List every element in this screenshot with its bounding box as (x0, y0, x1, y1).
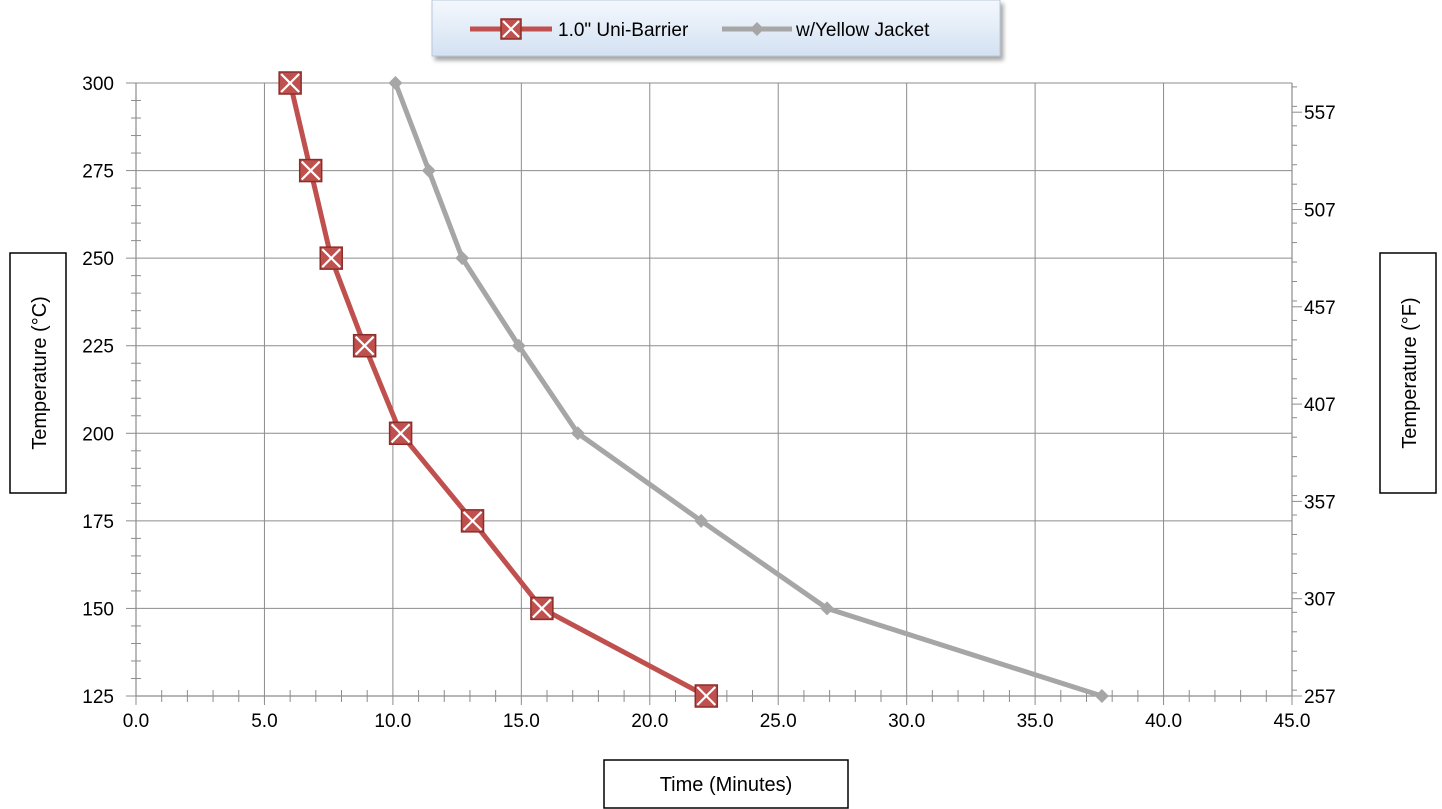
data-point-uni-barrier-x2 (390, 423, 411, 444)
data-point-yellow-jacket (694, 513, 709, 528)
y-right-tick-label: 257 (1304, 687, 1336, 708)
legend-label-uni-barrier: 1.0" Uni-Barrier (558, 20, 689, 41)
series-line-0 (287, 80, 709, 699)
x-tick-label: 10.0 (374, 711, 411, 732)
x-axis-title-text: Time (Minutes) (660, 774, 793, 796)
y-right-tick-label: 507 (1304, 200, 1336, 221)
x-tick-label: 20.0 (631, 711, 668, 732)
legend-swatch-uni-barrier (470, 18, 552, 40)
y-tick-label: 150 (82, 599, 114, 620)
x-tick-label: 5.0 (251, 711, 277, 732)
data-point-yellow-jacket (1094, 689, 1109, 703)
data-point-uni-barrier (298, 158, 323, 183)
y-axis-title-left-box (9, 252, 67, 494)
legend-swatch-yellow-jacket (722, 22, 792, 36)
y-right-tick-label: 557 (1304, 103, 1336, 124)
data-point-uni-barrier (278, 71, 302, 95)
data-point-uni-barrier (530, 596, 554, 621)
legend-marker-yellow-jacket (750, 22, 764, 36)
data-point-uni-barrier (460, 509, 485, 533)
legend-marker-uni-barrier-x2 (502, 20, 520, 38)
data-point-uni-barrier (352, 333, 377, 358)
data-point-uni-barrier-x2 (532, 598, 552, 619)
x-tick-label: 30.0 (888, 711, 925, 732)
x-tick-label: 25.0 (760, 711, 797, 732)
y-tick-label: 300 (82, 74, 114, 95)
data-point-uni-barrier (388, 421, 413, 446)
data-point-uni-barrier-x2 (280, 73, 300, 93)
y-right-tick-label: 357 (1304, 492, 1336, 513)
y-right-tick-label: 457 (1304, 298, 1336, 319)
x-tick-label: 40.0 (1145, 711, 1182, 732)
legend-marker-uni-barrier (500, 18, 522, 40)
series-layer (278, 71, 1109, 708)
y-right-tick-label: 407 (1304, 395, 1336, 416)
data-point-uni-barrier-x2 (321, 248, 342, 268)
data-point-yellow-jacket (421, 163, 436, 178)
data-point-uni-barrier (694, 684, 719, 708)
data-point-uni-barrier-x2 (696, 686, 717, 706)
data-point-uni-barrier-x2 (300, 160, 321, 181)
data-point-yellow-jacket (820, 601, 835, 616)
x-tick-label: 45.0 (1274, 711, 1311, 732)
x-tick-label: 0.0 (123, 711, 149, 732)
y-tick-label: 175 (82, 512, 114, 533)
series-0 (278, 71, 719, 708)
legend: 1.0" Uni-Barrier w/Yellow Jacket (431, 0, 1001, 57)
data-point-yellow-jacket (570, 426, 585, 441)
series-line-1 (392, 80, 1105, 699)
data-point-uni-barrier-x2 (462, 511, 483, 531)
y-axis-title-right-box (1379, 252, 1437, 494)
y-axis-title-right: Temperature (°F) (1379, 252, 1437, 494)
y-tick-label: 225 (82, 337, 114, 358)
y-axis-title-left: Temperature (°C) (9, 252, 67, 494)
x-tick-label: 15.0 (503, 711, 540, 732)
data-point-yellow-jacket (511, 338, 526, 353)
data-point-yellow-jacket (388, 76, 403, 90)
y-right-tick-label: 307 (1304, 590, 1336, 611)
y-axis-title-left-text: Temperature (°C) (29, 296, 51, 450)
data-point-uni-barrier-x2 (354, 335, 375, 356)
series-1 (388, 76, 1109, 703)
data-point-uni-barrier (319, 246, 343, 270)
x-tick-label: 35.0 (1017, 711, 1054, 732)
y-tick-label: 275 (82, 162, 114, 183)
x-axis-title: Time (Minutes) (603, 759, 849, 809)
x-axis-title-box (603, 759, 849, 809)
legend-label-yellow-jacket: w/Yellow Jacket (795, 20, 930, 41)
tick-labels: 0.0 5.0 10.0 15.0 20.0 25.0 30.0 35.0 40.0 45.0 12… (82, 74, 1335, 732)
y-tick-label: 125 (82, 687, 114, 708)
y-axis-title-right-text: Temperature (°F) (1399, 297, 1421, 448)
y-tick-label: 250 (82, 249, 114, 270)
data-point-yellow-jacket (455, 251, 470, 266)
y-tick-label: 200 (82, 424, 114, 445)
